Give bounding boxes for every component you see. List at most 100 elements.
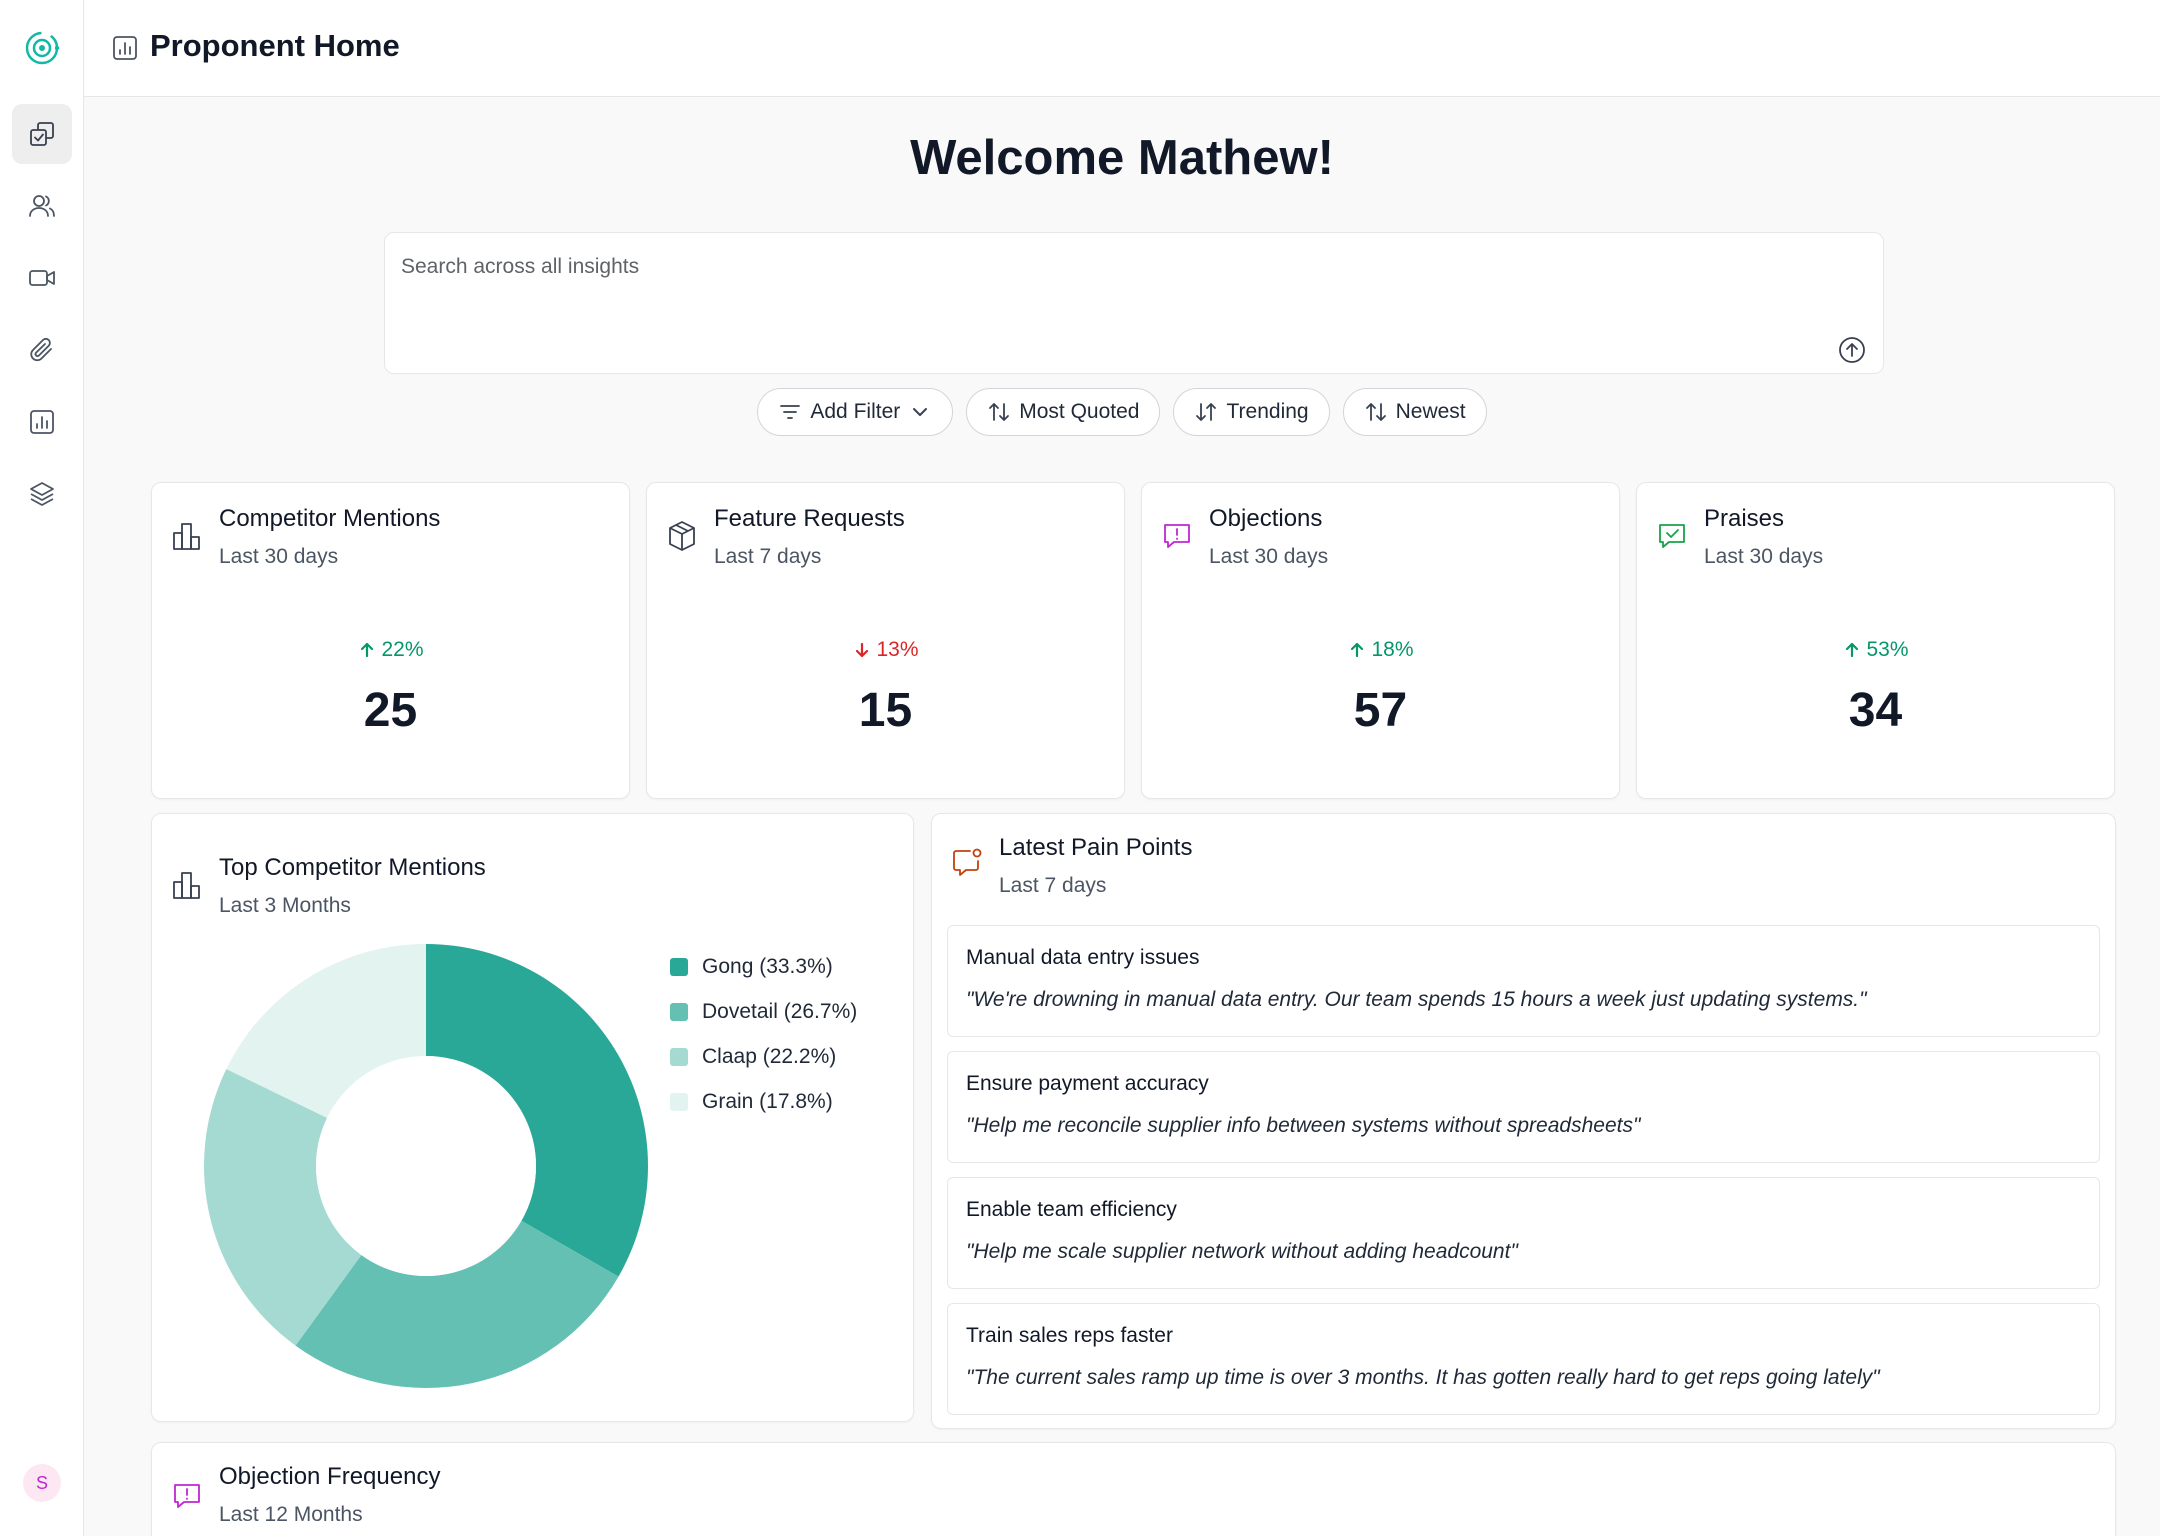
sort-trending-button[interactable]: Trending [1173, 388, 1330, 436]
chart-legend: Gong (33.3%) Dovetail (26.7%) Claap (22.… [670, 944, 857, 1124]
pain-point-quote: "Help me scale supplier network without … [966, 1240, 1518, 1263]
sort-arrows-icon [989, 403, 1010, 421]
search-input[interactable] [401, 247, 1781, 287]
add-filter-button[interactable]: Add Filter [757, 388, 954, 436]
pain-point-title: Ensure payment accuracy [966, 1072, 1209, 1095]
message-alert-icon [953, 848, 982, 876]
top-competitor-mentions-card: Top Competitor Mentions Last 3 Months Go… [151, 813, 914, 1422]
most-quoted-label: Most Quoted [1019, 400, 1140, 423]
latest-pain-points-card: Latest Pain Points Last 7 days Manual da… [931, 813, 2116, 1429]
pain-point-title: Manual data entry issues [966, 946, 1200, 969]
sidebar-item-layers[interactable] [12, 464, 72, 524]
users-icon [29, 195, 55, 217]
paperclip-icon [30, 337, 52, 362]
legend-swatch [670, 1002, 688, 1021]
legend-swatch [670, 1092, 688, 1111]
pain-point-title: Enable team efficiency [966, 1198, 1177, 1221]
legend-item: Dovetail (26.7%) [670, 989, 857, 1034]
newest-label: Newest [1395, 400, 1466, 423]
sort-arrows-icon [1365, 403, 1386, 421]
card-period: Last 3 Months [219, 894, 351, 917]
welcome-heading: Welcome Mathew! [910, 131, 1334, 185]
card-period: Last 7 days [999, 874, 1107, 897]
card-title: Praises [1704, 505, 1785, 532]
donut-slice-gong[interactable] [426, 944, 648, 1277]
card-title: Latest Pain Points [999, 834, 1193, 861]
alert-message-icon [174, 1484, 200, 1508]
stat-card-objections[interactable]: Objections Last 30 days 18% 57 [1141, 482, 1620, 799]
arrow-down-icon [856, 642, 869, 658]
card-period: Last 7 days [714, 545, 822, 568]
donut-slice-dovetail[interactable] [295, 1220, 619, 1388]
alert-message-icon [1164, 524, 1190, 548]
sidebar-item-reports[interactable] [12, 392, 72, 452]
user-avatar[interactable]: S [23, 1464, 61, 1502]
pain-point-title: Train sales reps faster [966, 1324, 1173, 1347]
stat-card-feature-requests[interactable]: Feature Requests Last 7 days 13% 15 [646, 482, 1125, 799]
layers-icon [30, 482, 54, 506]
trending-label: Trending [1226, 400, 1309, 423]
card-title: Objections [1209, 505, 1323, 532]
pain-point-quote: "We're drowning in manual data entry. Ou… [966, 988, 1867, 1011]
bar-chart-icon [173, 872, 200, 899]
chart-icon [113, 36, 137, 60]
arrow-up-icon [1846, 642, 1859, 658]
legend-swatch [670, 957, 688, 976]
card-period: Last 30 days [1704, 545, 1824, 568]
card-title: Competitor Mentions [219, 505, 441, 532]
donut-hole [316, 1056, 536, 1276]
card-title: Objection Frequency [219, 1463, 441, 1490]
pain-point-item[interactable]: Manual data entry issues "We're drowning… [947, 925, 2100, 1037]
sort-arrows-icon [1196, 403, 1217, 421]
video-icon [29, 270, 55, 286]
card-period: Last 12 Months [219, 1503, 363, 1526]
check-message-icon [1659, 524, 1685, 548]
legend-item: Gong (33.3%) [670, 944, 857, 989]
stat-change: 22% [152, 638, 629, 662]
page-title: Proponent Home [150, 28, 400, 63]
filter-icon [780, 405, 801, 419]
sidebar-item-insights[interactable] [12, 104, 72, 164]
legend-item: Claap (22.2%) [670, 1034, 857, 1079]
arrow-up-circle-icon[interactable] [1837, 335, 1867, 365]
stat-value: 15 [858, 684, 913, 737]
stat-change: 53% [1637, 638, 2114, 662]
package-icon [669, 521, 695, 551]
sidebar-item-users[interactable] [12, 176, 72, 236]
card-title: Feature Requests [714, 505, 905, 532]
chevron-down-icon [913, 408, 928, 416]
pain-point-item[interactable]: Enable team efficiency "Help me scale su… [947, 1177, 2100, 1289]
stat-card-praises[interactable]: Praises Last 30 days 53% 34 [1636, 482, 2115, 799]
sidebar-item-attachments[interactable] [12, 320, 72, 380]
legend-swatch [670, 1047, 688, 1066]
filter-bar: Add Filter Most Quoted Trending Newest [84, 388, 2160, 436]
pain-point-quote: "Help me reconcile supplier info between… [966, 1114, 1641, 1137]
pain-point-item[interactable]: Ensure payment accuracy "Help me reconci… [947, 1051, 2100, 1163]
sidebar: S [0, 0, 84, 1536]
stat-change: 13% [647, 638, 1124, 662]
sort-newest-button[interactable]: Newest [1342, 388, 1487, 436]
objection-frequency-card: Objection Frequency Last 12 Months [151, 1442, 2116, 1536]
card-period: Last 30 days [1209, 545, 1329, 568]
donut-slice-grain[interactable] [226, 944, 426, 1118]
stat-value: 34 [1848, 684, 1903, 737]
stat-value: 25 [363, 684, 418, 737]
chart-icon [30, 410, 54, 434]
stat-value: 57 [1353, 684, 1408, 737]
sort-most-quoted-button[interactable]: Most Quoted [966, 388, 1161, 436]
card-period: Last 30 days [219, 545, 339, 568]
add-filter-label: Add Filter [810, 400, 901, 423]
pain-point-item[interactable]: Train sales reps faster "The current sal… [947, 1303, 2100, 1415]
arrow-up-icon [361, 642, 374, 658]
insights-icon [30, 122, 54, 146]
card-title: Top Competitor Mentions [219, 854, 486, 881]
stat-card-competitor-mentions[interactable]: Competitor Mentions Last 30 days 22% 25 [151, 482, 630, 799]
legend-item: Grain (17.8%) [670, 1079, 857, 1124]
donut-slice-claap[interactable] [204, 1068, 362, 1346]
top-header: Proponent Home [84, 0, 2160, 97]
stat-change: 18% [1142, 638, 1619, 662]
sidebar-item-recordings[interactable] [12, 248, 72, 308]
target-logo-icon[interactable] [22, 28, 62, 68]
search-box [384, 232, 1884, 374]
bar-chart-icon [173, 523, 200, 550]
